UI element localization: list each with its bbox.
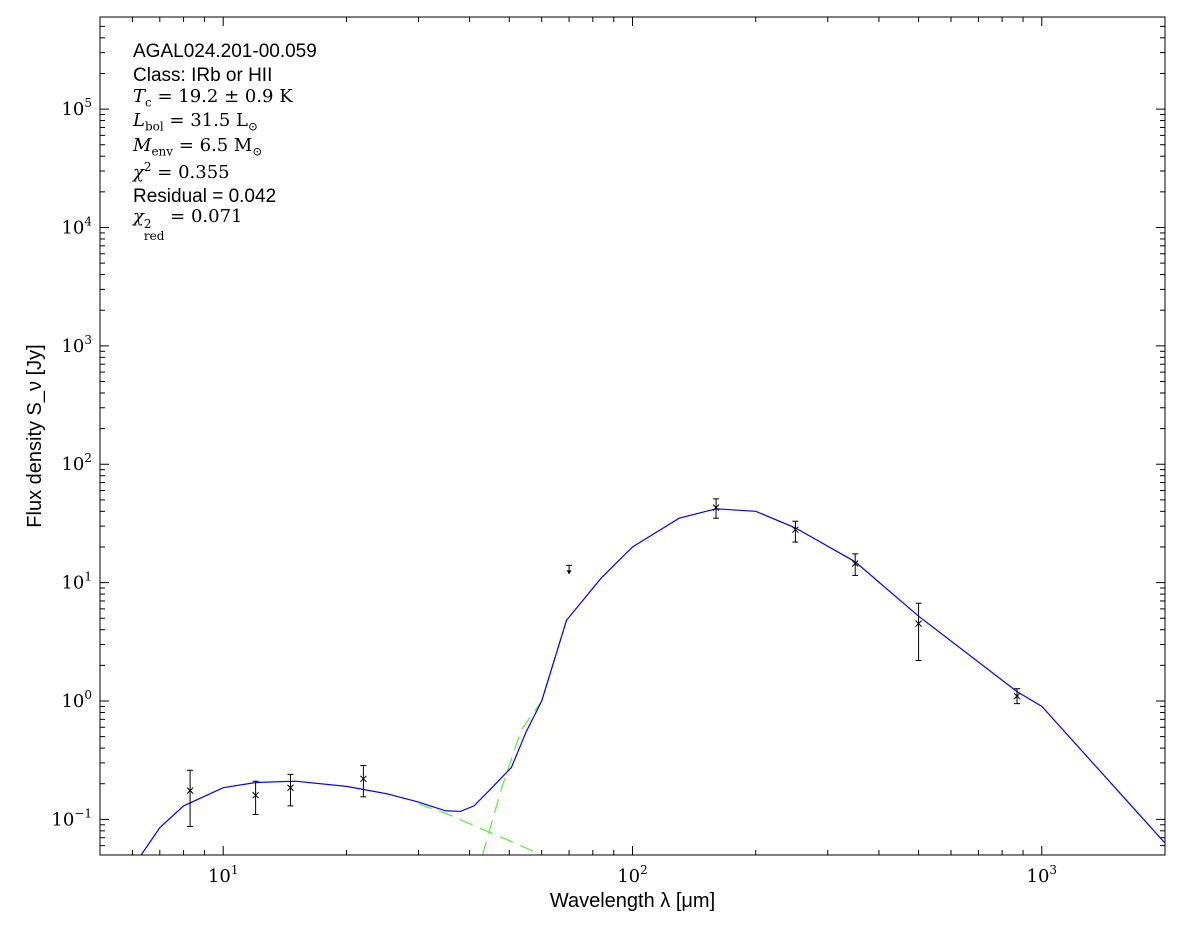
x-tick-label: 101 [208,863,239,887]
y-tick-label: 103 [61,333,92,357]
data-point [792,526,799,534]
x-tick-exponent: 2 [640,863,648,877]
y-tick-exponent: 1 [84,570,92,584]
y-tick-exponent: 5 [84,96,92,110]
plot-area [140,498,1165,855]
y-tick-exponent: 4 [84,214,92,228]
y-tick-exponent: 3 [84,333,92,347]
y-tick-label: 104 [61,214,92,238]
luminosity-annotation: Lbol = 31.5 L⊙ [133,110,259,134]
plot-frame [99,16,1166,856]
upper-limit-arrow [566,570,572,575]
x-tick-exponent: 3 [1049,863,1057,877]
x-axis-label: Wavelength λ [μm] [550,890,715,912]
chi2-red-annotation: χ 2 red = 0.071 [133,206,243,243]
data-point [252,791,259,799]
data-point [712,504,720,511]
x-tick-exponent: 1 [231,863,239,877]
y-tick-exponent: −1 [74,806,92,820]
cold-component-line [481,620,568,855]
residual-annotation: Residual = 0.042 [133,186,277,207]
chi2-annotation: χ2 = 0.355 [133,160,230,183]
mass-annotation: Menv = 6.5 M⊙ [133,135,263,159]
x-tick-label: 102 [617,863,648,887]
model-sed-line [140,508,1165,855]
data-point [186,787,194,794]
y-tick-label: 100 [61,688,92,712]
y-tick-label: 101 [61,570,92,594]
data-point [915,620,922,628]
y-tick-label: 10−1 [51,806,92,830]
x-tick-label: 103 [1027,863,1058,887]
data-point [851,560,859,567]
source-class: Class: IRb or HII [133,65,273,86]
source-name: AGAL024.201-00.059 [133,41,317,62]
data-point [287,784,294,792]
y-tick-exponent: 2 [84,451,92,465]
y-tick-exponent: 0 [84,688,92,702]
temperature-annotation: Tc = 19.2 ± 0.9 K [133,86,293,110]
y-tick-label: 105 [61,96,92,120]
data-point [1013,692,1021,700]
warm-component-line [418,803,542,855]
data-point [360,775,367,783]
y-axis-label: Flux density S_ν [Jy] [24,344,46,527]
y-tick-label: 102 [61,451,92,475]
